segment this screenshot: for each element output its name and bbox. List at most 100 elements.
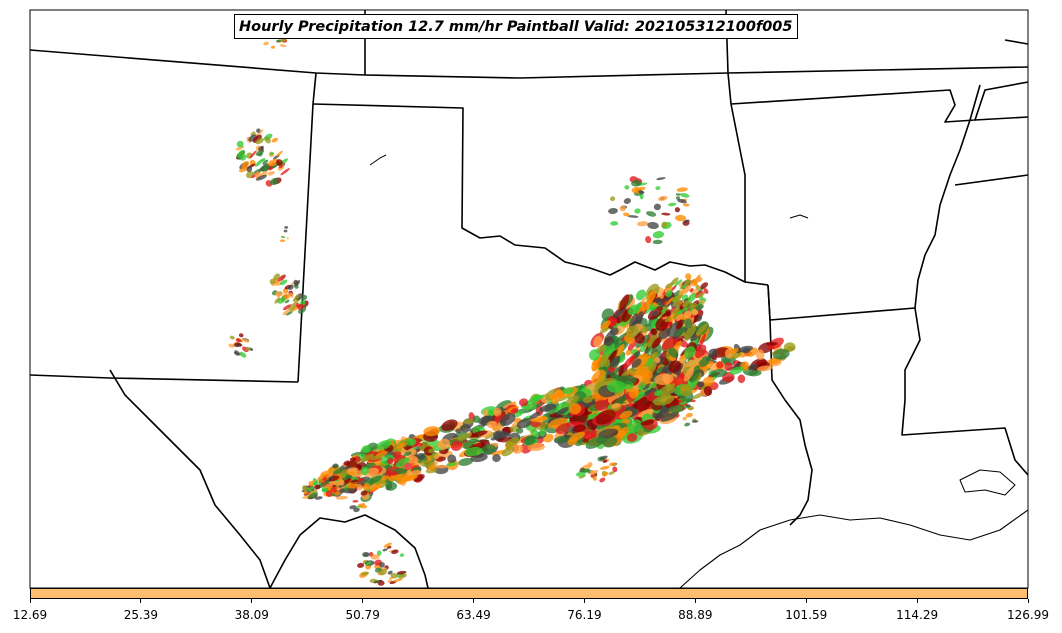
precip-blob (253, 168, 263, 174)
precip-blob (362, 551, 370, 558)
precip-blob (612, 306, 627, 319)
precip-blob (447, 454, 457, 464)
precip-blob (695, 284, 701, 291)
precip-blob (688, 304, 695, 309)
precip-blob (679, 192, 690, 198)
precip-blob (676, 318, 685, 330)
precip-blob (527, 442, 545, 452)
precip-blob (700, 282, 709, 289)
colorbar-tick-label: 76.19 (567, 608, 602, 622)
precip-blob (624, 185, 630, 190)
precip-blob (611, 332, 628, 346)
precip-blob (328, 475, 335, 480)
precip-blob (609, 462, 617, 466)
precip-blob (369, 483, 383, 492)
louisiana-marsh (959, 469, 1016, 496)
precip-blob (675, 193, 681, 196)
precip-blob (335, 495, 348, 500)
precip-blob (666, 290, 673, 297)
precip-blob (387, 570, 393, 575)
precip-blob (687, 292, 697, 303)
precip-blob (328, 475, 340, 482)
mississippi-river (901, 84, 1028, 476)
precip-blob (501, 446, 515, 457)
precip-blob (661, 335, 679, 351)
precip-blob (603, 436, 618, 448)
precip-blob (683, 310, 692, 319)
precip-blob (356, 484, 363, 491)
precip-blob (655, 186, 661, 191)
precip-blob (294, 284, 299, 289)
precip-blob (254, 171, 261, 178)
precip-blob (524, 435, 536, 446)
precip-blob (676, 187, 688, 192)
precip-blob (391, 549, 399, 555)
precip-blob (646, 290, 657, 304)
precip-blob (682, 416, 687, 421)
precip-blob (674, 325, 688, 337)
precip-blob (374, 580, 380, 584)
colorbar-tick-label: 63.49 (456, 608, 491, 622)
precip-blob (463, 418, 475, 424)
precip-blob (279, 279, 288, 286)
precip-blob (433, 453, 440, 459)
precip-blob (748, 370, 762, 377)
precip-blob (609, 349, 618, 364)
precip-blob (360, 490, 368, 496)
precip-blob (383, 542, 392, 548)
precip-blob (766, 341, 778, 346)
precip-blob (398, 573, 407, 579)
precip-blob (245, 346, 250, 351)
precip-blob (589, 469, 599, 476)
precip-blob (275, 291, 282, 298)
precip-blob (360, 466, 369, 476)
precip-blob (656, 177, 666, 181)
precip-blob (695, 304, 704, 311)
precip-blob (702, 376, 715, 387)
precip-blob (703, 386, 713, 396)
precip-blob (365, 561, 372, 566)
precip-blob (472, 415, 481, 423)
precip-blob (264, 136, 271, 144)
colorbar-tick-mark (473, 599, 475, 603)
precip-blob (248, 347, 254, 351)
state-border-ok-panhandle (312, 103, 769, 286)
precip-blob (420, 460, 434, 468)
precip-blob (499, 413, 516, 426)
precip-blob (665, 282, 674, 289)
precip-blob (679, 383, 692, 397)
precip-blob (464, 446, 483, 457)
precip-blob (654, 357, 661, 364)
precip-blob (679, 401, 687, 405)
precip-blob (350, 479, 359, 483)
precip-blob (399, 553, 405, 557)
precip-blob (589, 349, 601, 361)
precip-blob (592, 475, 597, 481)
precip-blob (608, 471, 615, 475)
precip-blob (683, 317, 693, 328)
precip-blob (256, 128, 261, 133)
precip-blob (619, 205, 627, 212)
precip-blob (653, 203, 662, 211)
precip-blob (681, 284, 687, 290)
precip-blob (686, 404, 691, 408)
precip-blob (280, 168, 290, 176)
precip-blob (636, 221, 649, 227)
precip-blob (395, 457, 410, 467)
precip-blob (344, 485, 349, 489)
precip-blob (689, 365, 701, 383)
precip-blob (385, 482, 398, 491)
colorbar-tick-mark (362, 599, 364, 603)
precip-blob (282, 288, 289, 294)
precip-blob (635, 289, 646, 301)
precip-blob (308, 492, 319, 500)
precip-blob (362, 483, 371, 491)
precip-blob (235, 145, 245, 151)
precip-blob (623, 355, 636, 369)
state-border-mo-ar (730, 81, 1028, 123)
precip-blob (339, 488, 345, 494)
precip-blob (600, 320, 611, 330)
precip-blob (652, 311, 659, 316)
precip-blob (390, 572, 399, 579)
precip-blob (374, 567, 382, 573)
